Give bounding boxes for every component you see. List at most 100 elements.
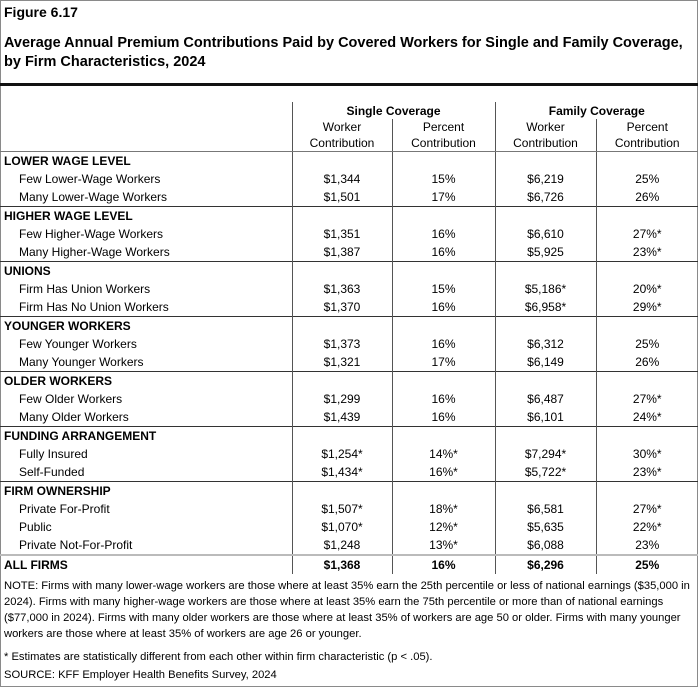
empty-cell — [391, 206, 495, 225]
title-rule — [0, 83, 698, 86]
empty-cell — [291, 316, 392, 335]
empty-cell — [595, 426, 698, 445]
empty-cell — [391, 151, 495, 170]
table-row: Firm Has No Union Workers $1,370 16% $6,958… — [0, 298, 698, 317]
table-row: Public $1,070* 12%* $5,635 22%* — [0, 518, 698, 536]
value-cell: 16% — [391, 243, 495, 262]
row-label: Fully Insured — [19, 447, 88, 461]
col-header: Contribution — [291, 135, 392, 152]
value-cell: $1,370 — [291, 298, 392, 317]
row-label: Many Older Workers — [19, 410, 129, 424]
value-cell: 12%* — [391, 518, 495, 536]
empty-cell — [494, 371, 596, 390]
total-value: $6,296 — [494, 554, 596, 574]
empty-cell — [494, 481, 596, 500]
table-row: Few Lower-Wage Workers $1,344 15% $6,219 25% — [0, 170, 698, 188]
value-cell: $6,101 — [494, 408, 596, 427]
table-row: Many Lower-Wage Workers $1,501 17% $6,726 26… — [0, 188, 698, 207]
row-label: Many Higher-Wage Workers — [19, 245, 170, 259]
value-cell: 24%* — [595, 408, 698, 427]
empty-cell — [291, 371, 392, 390]
col-header: Worker — [291, 119, 392, 135]
source-text: SOURCE: KFF Employer Health Benefits Sur… — [4, 669, 277, 681]
section-label: FUNDING ARRANGEMENT — [0, 426, 292, 445]
table-row: Fully Insured $1,254* 14%* $7,294* 30%* — [0, 445, 698, 463]
value-cell: $1,254* — [291, 445, 392, 463]
empty-cell — [391, 481, 495, 500]
value-cell: 27%* — [595, 225, 698, 243]
value-cell: 17% — [391, 188, 495, 207]
empty-cell — [595, 316, 698, 335]
value-cell: $1,501 — [291, 188, 392, 207]
value-cell: $1,321 — [291, 353, 392, 372]
group-header-family: Family Coverage — [494, 102, 698, 119]
value-cell: 23%* — [595, 463, 698, 482]
row-label: Firm Has No Union Workers — [19, 300, 169, 314]
value-cell: $5,186* — [494, 280, 596, 298]
empty-cell — [391, 426, 495, 445]
value-cell: $5,925 — [494, 243, 596, 262]
value-cell: $1,387 — [291, 243, 392, 262]
empty-cell — [391, 371, 495, 390]
value-cell: 14%* — [391, 445, 495, 463]
section-header-row: OLDER WORKERS — [0, 371, 698, 390]
value-cell: 20%* — [595, 280, 698, 298]
value-cell: $1,344 — [291, 170, 392, 188]
table-row: Many Younger Workers $1,321 17% $6,149 26% — [0, 353, 698, 372]
value-cell: $1,439 — [291, 408, 392, 427]
figure-label: Figure 6.17 — [4, 4, 78, 20]
value-cell: 23% — [595, 536, 698, 555]
value-cell: 22%* — [595, 518, 698, 536]
table-row: Firm Has Union Workers $1,363 15% $5,186* 20… — [0, 280, 698, 298]
col-header: Worker — [494, 119, 596, 135]
value-cell: 16% — [391, 298, 495, 317]
total-label: ALL FIRMS — [0, 554, 292, 574]
value-cell: 15% — [391, 170, 495, 188]
row-label: Many Lower-Wage Workers — [19, 190, 168, 204]
total-value: 16% — [391, 554, 495, 574]
value-cell: $1,351 — [291, 225, 392, 243]
row-label: Private Not-For-Profit — [19, 538, 133, 552]
value-cell: $1,373 — [291, 335, 392, 353]
section-header-row: LOWER WAGE LEVEL — [0, 151, 698, 170]
section-label: LOWER WAGE LEVEL — [0, 151, 292, 170]
value-cell: $1,070* — [291, 518, 392, 536]
value-cell: 27%* — [595, 500, 698, 518]
empty-cell — [595, 371, 698, 390]
row-label: Self-Funded — [19, 465, 85, 479]
value-cell: 29%* — [595, 298, 698, 317]
value-cell: 16% — [391, 335, 495, 353]
empty-cell — [291, 481, 392, 500]
value-cell: $7,294* — [494, 445, 596, 463]
empty-cell — [494, 316, 596, 335]
value-cell: 13%* — [391, 536, 495, 555]
section-label: UNIONS — [0, 261, 292, 280]
value-cell: $1,434* — [291, 463, 392, 482]
table-row: Many Older Workers $1,439 16% $6,101 24%* — [0, 408, 698, 427]
value-cell: 16% — [391, 390, 495, 408]
empty-cell — [595, 261, 698, 280]
value-cell: $1,299 — [291, 390, 392, 408]
section-label: FIRM OWNERSHIP — [0, 481, 292, 500]
value-cell: $6,581 — [494, 500, 596, 518]
value-cell: 26% — [595, 188, 698, 207]
col-header: Percent — [595, 119, 698, 135]
section-header-row: FIRM OWNERSHIP — [0, 481, 698, 500]
contributions-table: Single Coverage Family Coverage Worker P… — [0, 102, 698, 574]
value-cell: 26% — [595, 353, 698, 372]
empty-cell — [494, 151, 596, 170]
empty-cell — [595, 206, 698, 225]
section-label: OLDER WORKERS — [0, 371, 292, 390]
section-label: HIGHER WAGE LEVEL — [0, 206, 292, 225]
col-header: Contribution — [391, 135, 495, 152]
value-cell: $6,487 — [494, 390, 596, 408]
value-cell: 16% — [391, 225, 495, 243]
empty-cell — [494, 261, 596, 280]
value-cell: 18%* — [391, 500, 495, 518]
section-header-row: UNIONS — [0, 261, 698, 280]
row-label: Public — [19, 520, 52, 534]
section-header-row: HIGHER WAGE LEVEL — [0, 206, 698, 225]
row-label: Many Younger Workers — [19, 355, 144, 369]
row-label: Firm Has Union Workers — [19, 282, 151, 296]
row-label: Few Younger Workers — [19, 337, 137, 351]
